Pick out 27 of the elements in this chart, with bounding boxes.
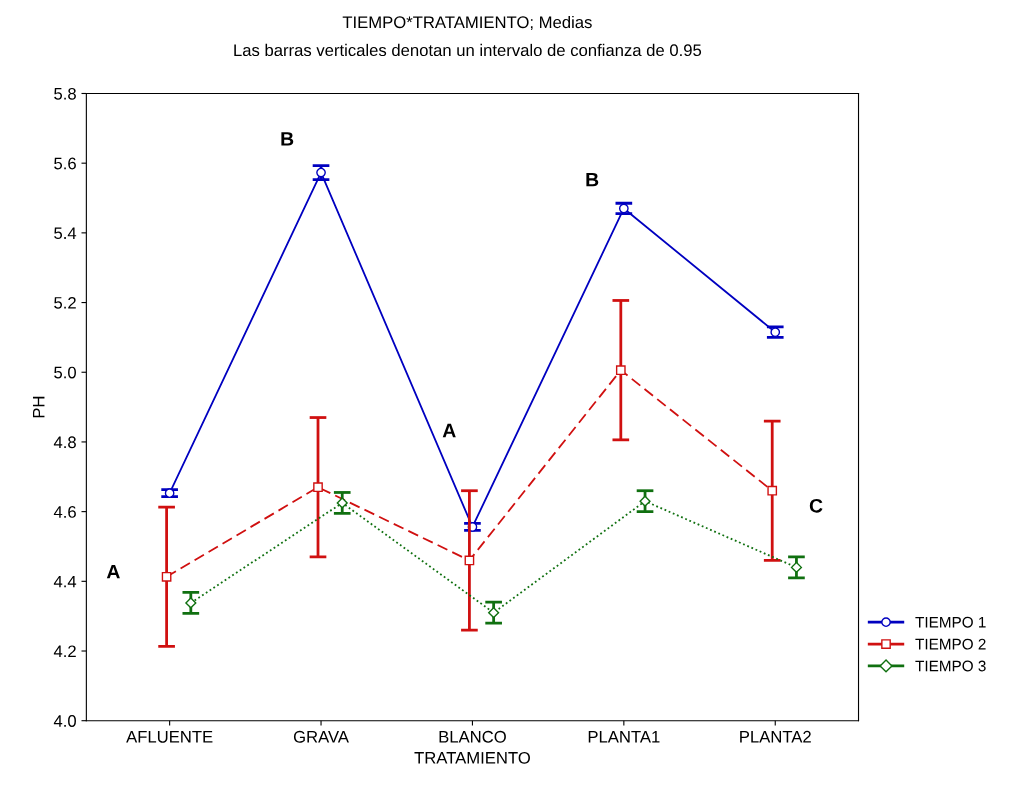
y-tick-label: 4.8: [53, 436, 76, 449]
legend-label: TIEMPO 3: [915, 660, 986, 672]
x-tick-label: PLANTA1: [588, 731, 660, 743]
y-tick-label: 5.4: [54, 227, 77, 240]
annotation: B: [586, 172, 599, 187]
x-tick-label: BLANCO: [439, 730, 506, 743]
y-tick-label: 4.0: [53, 715, 76, 727]
annotation: A: [106, 564, 120, 579]
y-tick-label: 5.6: [54, 157, 76, 170]
chart-title: TIEMPO*TRATAMIENTO; Medias: [342, 15, 592, 31]
chart-subtitle: Las barras verticales denotan un intervalo de confianza de 0.95: [234, 43, 702, 57]
y-tick-label: 5.8: [54, 87, 76, 100]
x-tick-label: GRAVA: [293, 730, 349, 743]
y-tick-label: 5.0: [54, 366, 76, 379]
x-axis-title: TRATAMIENTO: [414, 751, 530, 764]
legend-label: TIEMPO 2: [915, 638, 986, 650]
annotation: C: [809, 498, 823, 513]
y-tick-label: 4.6: [53, 506, 76, 518]
y-tick-label: 4.2: [53, 645, 76, 658]
annotation: B: [281, 132, 294, 146]
x-tick-label: AFLUENTE: [126, 731, 213, 743]
legend-label: TIEMPO 1: [915, 616, 986, 628]
y-tick-label: 4.4: [53, 575, 77, 588]
y-tick-label: 5.2: [54, 296, 76, 309]
y-axis-title: PH: [32, 396, 45, 418]
annotation: A: [442, 423, 456, 438]
x-tick-label: PLANTA2: [740, 730, 811, 743]
